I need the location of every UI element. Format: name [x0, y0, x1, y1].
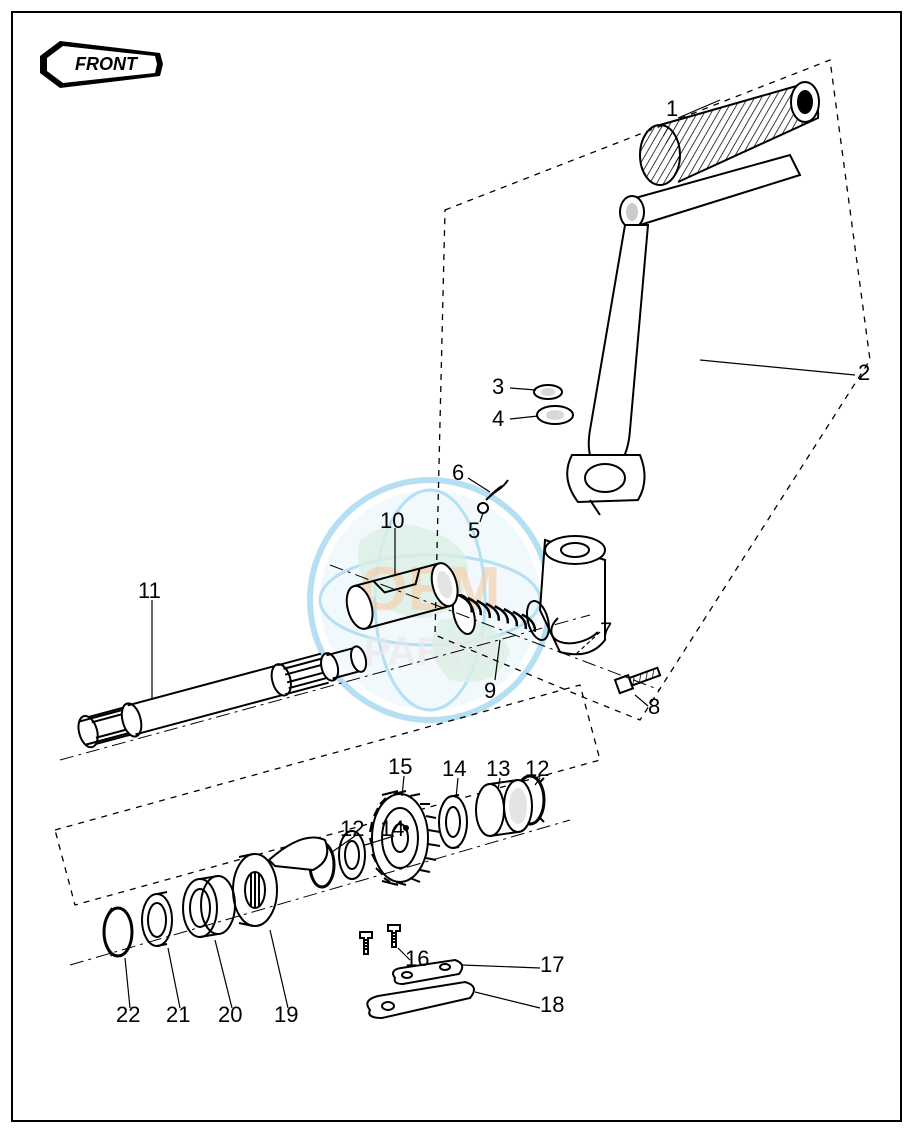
callout-12a: 12: [525, 756, 549, 782]
callout-20: 20: [218, 1002, 242, 1028]
callout-19: 19: [274, 1002, 298, 1028]
callout-8: 8: [648, 694, 660, 720]
callout-14b: 14: [380, 816, 404, 842]
callout-22: 22: [116, 1002, 140, 1028]
callout-21: 21: [166, 1002, 190, 1028]
callout-7: 7: [600, 618, 612, 644]
callout-18: 18: [540, 992, 564, 1018]
callout-15: 15: [388, 754, 412, 780]
callout-9: 9: [484, 678, 496, 704]
callout-6: 6: [452, 460, 464, 486]
callout-12b: 12: [340, 816, 364, 842]
callout-13: 13: [486, 756, 510, 782]
callout-5: 5: [468, 518, 480, 544]
callout-17: 17: [540, 952, 564, 978]
exploded-diagram: [0, 0, 913, 1133]
callout-10: 10: [380, 508, 404, 534]
callout-2: 2: [858, 360, 870, 386]
callout-14a: 14: [442, 756, 466, 782]
callout-1: 1: [666, 96, 678, 122]
callout-3: 3: [492, 374, 504, 400]
callout-11: 11: [138, 578, 161, 604]
callout-16: 16: [405, 946, 429, 972]
callout-4: 4: [492, 406, 504, 432]
